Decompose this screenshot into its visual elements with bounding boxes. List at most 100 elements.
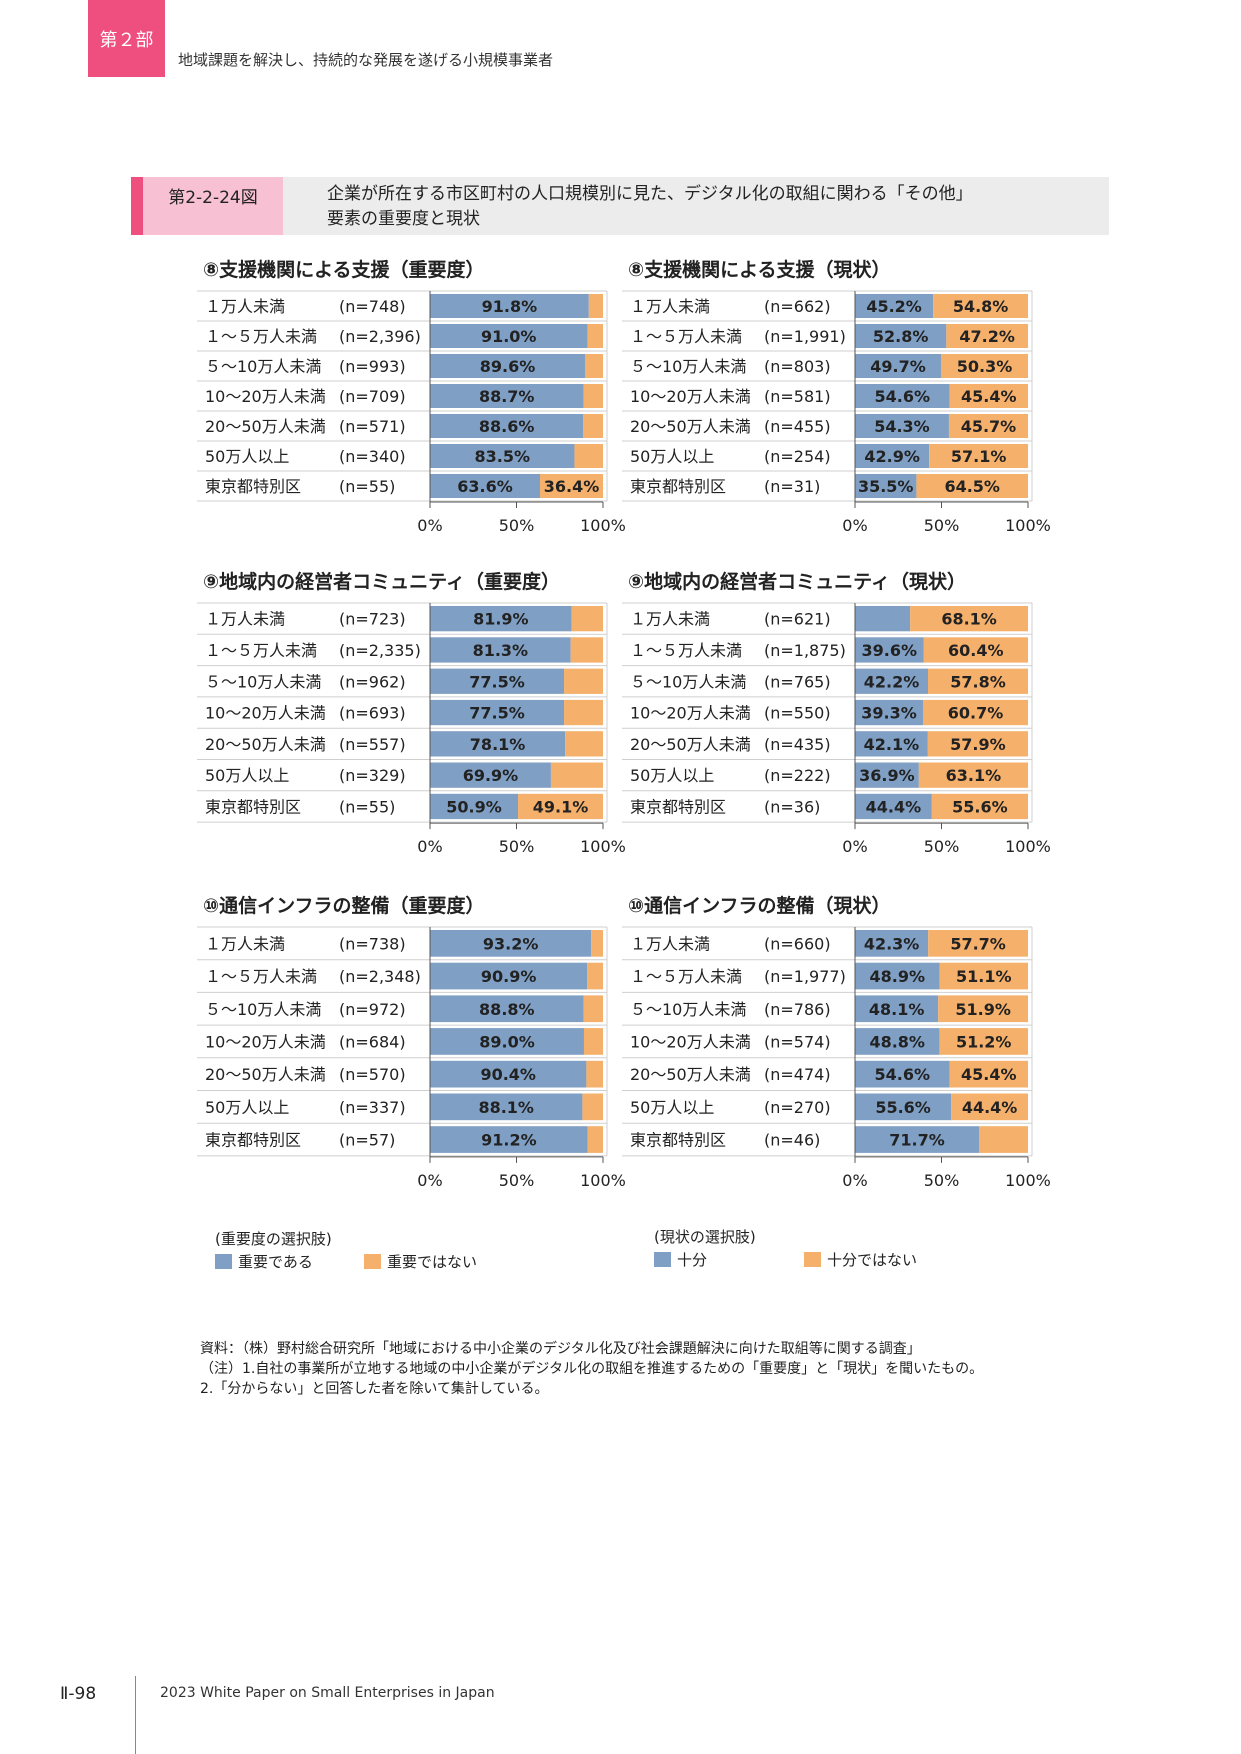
data-label: 42.3% xyxy=(864,934,920,953)
bar-segment xyxy=(564,668,603,694)
bar-segment xyxy=(855,444,930,468)
n-label: (n=570) xyxy=(339,1065,406,1084)
legend-swatch-sufficient xyxy=(654,1252,671,1267)
category-label: 10～20万人未満 xyxy=(630,387,751,406)
category-label: 東京都特別区 xyxy=(630,477,726,496)
n-label: (n=337) xyxy=(339,1098,406,1117)
data-label: 64.5% xyxy=(944,477,1000,496)
bar-segment xyxy=(938,995,1028,1023)
n-label: (n=571) xyxy=(339,417,406,436)
category-label: １～５万人未満 xyxy=(205,327,317,346)
category-label: 50万人以上 xyxy=(630,447,714,466)
bar-segment xyxy=(855,930,929,957)
data-label: 89.6% xyxy=(480,357,536,376)
n-label: (n=55) xyxy=(339,797,395,816)
figure-title: 企業が所在する市区町村の人口規模別に見た、デジタル化の取組に関わる「その他」 要… xyxy=(327,182,973,232)
x-tick-label: 100% xyxy=(580,837,626,856)
x-tick-label: 50% xyxy=(924,837,960,856)
data-label: 39.6% xyxy=(861,641,917,660)
bar-segment xyxy=(540,474,603,498)
n-label: (n=660) xyxy=(764,934,831,953)
bar-segment xyxy=(939,1028,1028,1055)
n-label: (n=803) xyxy=(764,357,831,376)
chart-title-0: ⑧支援機関による支援（重要度） xyxy=(203,258,485,281)
data-label: 48.8% xyxy=(869,1032,925,1051)
data-label: 54.6% xyxy=(874,1065,930,1084)
bar-segment xyxy=(430,731,566,757)
charts-area: ⑧支援機関による支援（重要度） １万人未満 (n=748) 91.8% １～５万人未満 (… xyxy=(197,258,1051,1190)
data-label: 63.1% xyxy=(946,766,1002,785)
data-label: 77.5% xyxy=(469,704,525,723)
data-label: 81.9% xyxy=(473,610,529,629)
data-label: 49.7% xyxy=(870,357,926,376)
bar-segment xyxy=(939,962,1028,990)
data-label: 55.6% xyxy=(875,1098,931,1117)
category-label: １万人未満 xyxy=(630,934,710,953)
source-note: 資料：（株）野村総合研究所「地域における中小企業のデジタル化及び社会課題解決に向… xyxy=(200,1341,921,1357)
bar-segment xyxy=(430,1093,583,1121)
n-label: (n=222) xyxy=(764,766,831,785)
legend-swatch-not-important xyxy=(364,1254,381,1269)
bar-segment xyxy=(518,793,603,820)
bar-segment xyxy=(855,384,950,408)
bar-segment xyxy=(586,1060,603,1088)
bar-segment xyxy=(430,995,584,1023)
legend-swatch-insufficient xyxy=(804,1252,821,1267)
bar-segment xyxy=(910,606,1028,632)
bar-segment xyxy=(583,414,603,438)
data-label: 63.6% xyxy=(457,477,513,496)
n-label: (n=57) xyxy=(339,1131,395,1150)
bar-segment xyxy=(949,384,1028,408)
data-label: 48.1% xyxy=(869,1000,925,1019)
x-tick-label: 50% xyxy=(499,837,535,856)
n-label: (n=693) xyxy=(339,704,406,723)
data-label: 48.9% xyxy=(870,967,926,986)
legend-label-not-important: 重要ではない xyxy=(387,1253,478,1271)
category-label: １～５万人未満 xyxy=(630,967,742,986)
data-label: 77.5% xyxy=(469,672,525,691)
n-label: (n=2,348) xyxy=(339,967,421,986)
bar-segment xyxy=(430,793,519,820)
category-label: ５～10万人未満 xyxy=(630,1000,746,1019)
n-label: (n=455) xyxy=(764,417,831,436)
legend-label-important: 重要である xyxy=(238,1253,313,1271)
bar-segment xyxy=(430,324,588,348)
bar-segment xyxy=(855,668,929,694)
category-label: ５～10万人未満 xyxy=(630,672,746,691)
data-label: 91.0% xyxy=(481,327,537,346)
category-label: 東京都特別区 xyxy=(630,797,726,816)
data-label: 69.9% xyxy=(463,766,519,785)
bar-segment xyxy=(940,354,1028,378)
legend-importance: (重要度の選択肢) 重要である 重要ではない xyxy=(215,1228,515,1278)
bar-segment xyxy=(588,294,603,318)
n-label: (n=1,977) xyxy=(764,967,846,986)
n-label: (n=557) xyxy=(339,735,406,754)
data-label: 71.7% xyxy=(889,1131,945,1150)
x-tick-label: 100% xyxy=(580,516,626,535)
bar-segment xyxy=(855,1093,952,1121)
data-label: 51.2% xyxy=(956,1032,1012,1051)
n-label: (n=723) xyxy=(339,610,406,629)
data-label: 47.2% xyxy=(959,327,1015,346)
legend-current-caption: (現状の選択肢) xyxy=(654,1228,756,1246)
data-label: 88.8% xyxy=(479,1000,535,1019)
chart-title-4: ⑩通信インフラの整備（重要度） xyxy=(203,894,485,917)
category-label: １～５万人未満 xyxy=(630,327,742,346)
bar-segment xyxy=(430,474,541,498)
bar-segment xyxy=(430,294,589,318)
legend-swatch-important xyxy=(215,1254,232,1269)
n-label: (n=36) xyxy=(764,797,820,816)
bar-segment xyxy=(430,384,584,408)
bar-segment xyxy=(928,930,1028,957)
data-label: 51.1% xyxy=(956,967,1012,986)
legend-label-sufficient: 十分 xyxy=(677,1251,708,1269)
n-label: (n=748) xyxy=(339,297,406,316)
legend-importance-caption: (重要度の選択肢) xyxy=(215,1230,332,1248)
category-label: １万人未満 xyxy=(630,610,710,629)
data-label: 83.5% xyxy=(474,447,530,466)
category-label: 50万人以上 xyxy=(205,766,289,785)
data-label: 35.5% xyxy=(858,477,914,496)
category-label: ５～10万人未満 xyxy=(205,357,321,376)
data-label: 88.6% xyxy=(479,417,535,436)
chart-title-3: ⑨地域内の経営者コミュニティ（現状） xyxy=(628,570,966,593)
